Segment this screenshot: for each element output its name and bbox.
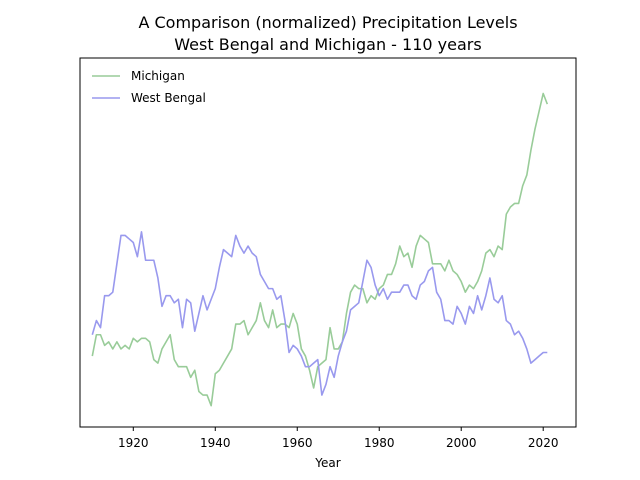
legend-label: West Bengal: [131, 91, 206, 105]
x-tick-label: 2000: [446, 436, 477, 450]
series-layer: [91, 92, 549, 407]
plot-frame: [79, 57, 577, 428]
x-tick-label: 2020: [528, 436, 559, 450]
chart-title-line-2: West Bengal and Michigan - 110 years: [174, 35, 481, 54]
x-tick-label: 1920: [118, 436, 149, 450]
x-tick-label: 1960: [282, 436, 313, 450]
x-tick-label: 1980: [364, 436, 395, 450]
x-tick-label: 1940: [200, 436, 231, 450]
x-axis-label: Year: [314, 456, 340, 470]
legend-label: Michigan: [131, 69, 185, 83]
x-axis-ticks: 1920 1940 1960 1980 2000 2020: [118, 427, 558, 450]
chart-title-line-1: A Comparison (normalized) Precipitation …: [138, 13, 517, 32]
series-line-west-bengal: [91, 231, 548, 396]
series-line-michigan: [91, 92, 549, 407]
legend: Michigan West Bengal: [92, 69, 206, 105]
